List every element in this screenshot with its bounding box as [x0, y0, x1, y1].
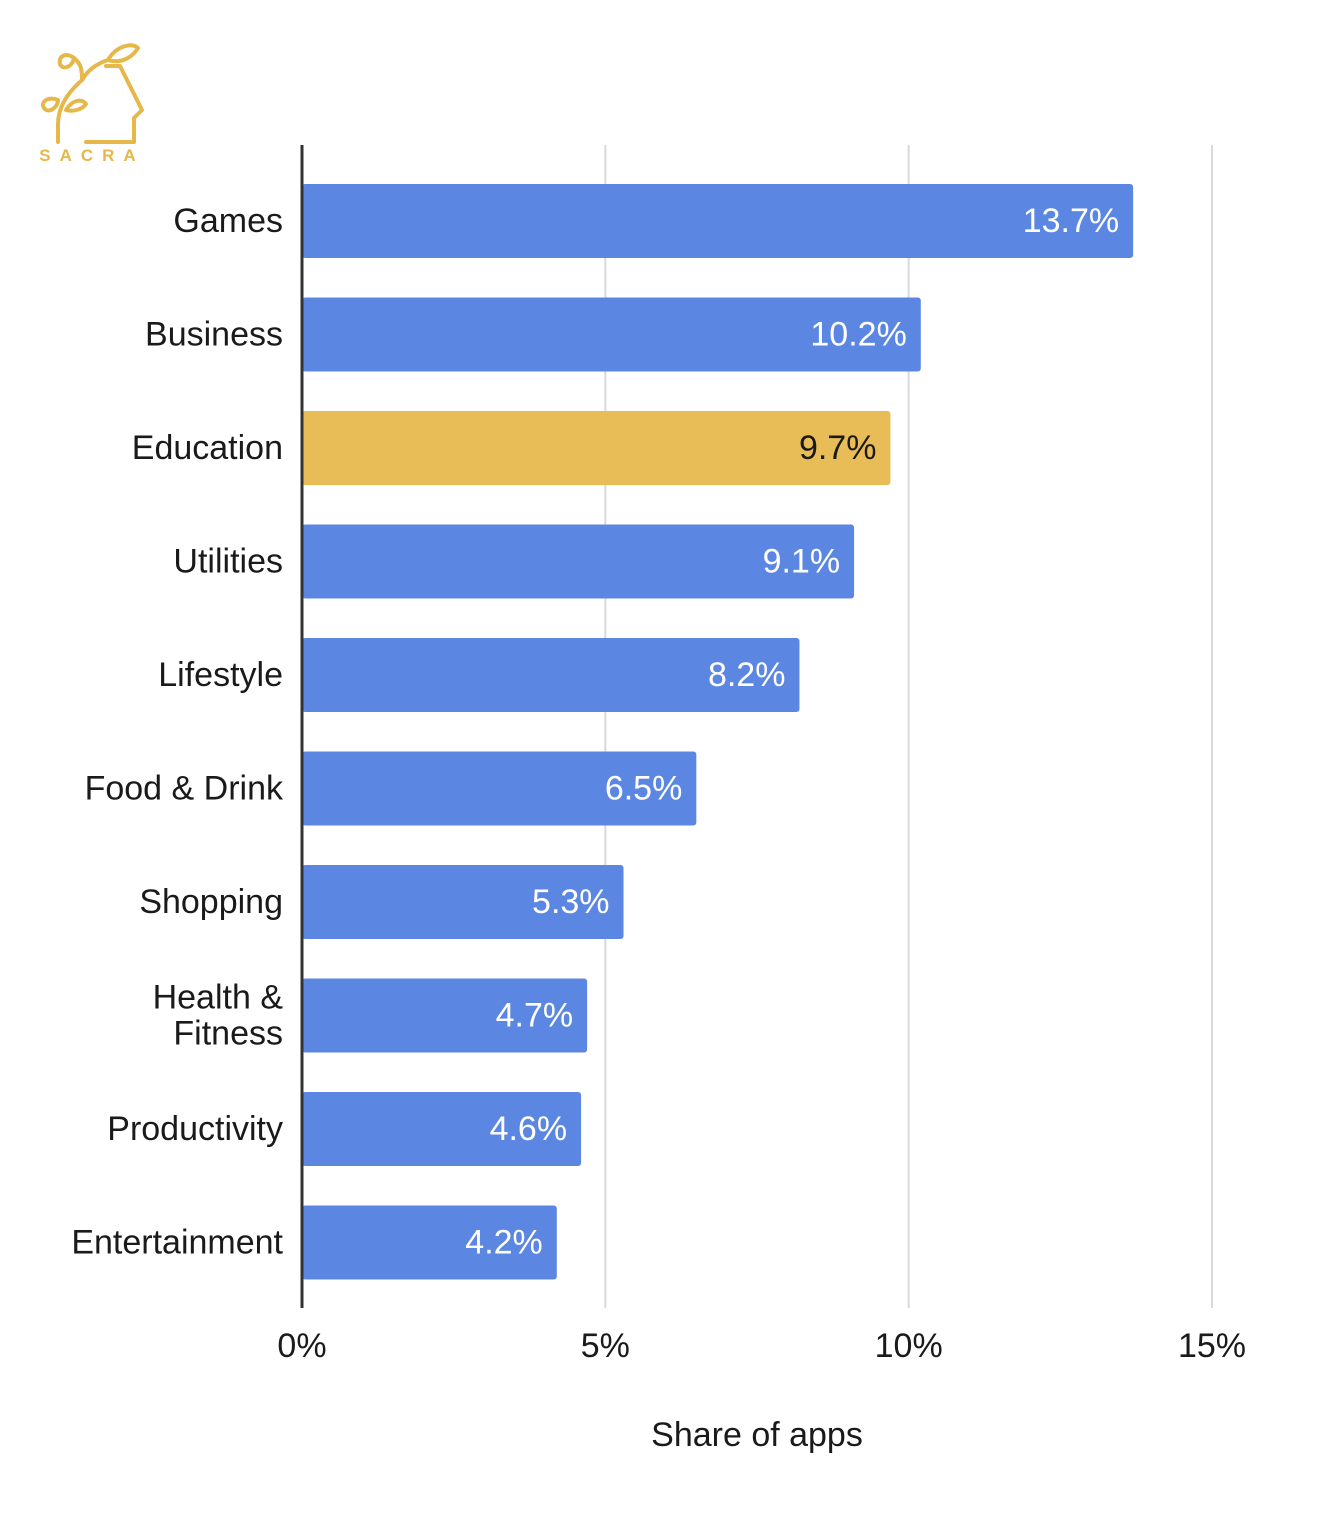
category-label: Fitness: [173, 1015, 283, 1053]
x-tick-label: 15%: [1178, 1327, 1246, 1365]
sacra-logo: [41, 43, 144, 144]
data-label: 4.2%: [465, 1224, 543, 1262]
category-label: Food & Drink: [85, 770, 284, 808]
x-tick-label: 10%: [875, 1327, 943, 1365]
category-label: Lifestyle: [158, 656, 283, 694]
data-label: 9.7%: [799, 429, 877, 467]
category-label: Shopping: [139, 883, 283, 921]
data-label: 10.2%: [810, 316, 906, 354]
x-tick-label: 5%: [581, 1327, 630, 1365]
bar: [302, 751, 697, 826]
category-label: Games: [173, 202, 283, 240]
bar: [302, 978, 588, 1053]
category-label: Health &: [153, 979, 284, 1017]
category-labels: Games Business Education Utilities Lifestyle…: [71, 202, 284, 1262]
bar: [302, 184, 1134, 258]
category-label: Entertainment: [71, 1224, 283, 1262]
data-label: 13.7%: [1023, 202, 1119, 240]
data-labels: 13.7% 10.2% 9.7% 9.1% 8.2% 6.5% 5.3% 4.7% 4.6% 4.…: [465, 202, 1119, 1262]
bars: [302, 184, 1134, 1280]
bar: [302, 638, 800, 712]
data-label: 5.3%: [532, 883, 610, 921]
category-label: Utilities: [173, 543, 283, 581]
bar: [302, 865, 624, 939]
brand-name: SACRA: [39, 146, 145, 165]
data-label: 6.5%: [605, 770, 683, 808]
bar: [302, 524, 855, 599]
x-tick-label: 0%: [277, 1327, 326, 1365]
data-label: 9.1%: [763, 543, 841, 581]
bar: [302, 1205, 557, 1280]
category-label: Education: [132, 429, 283, 467]
data-label: 4.6%: [490, 1110, 568, 1148]
data-label: 8.2%: [708, 656, 786, 694]
x-tick-labels: 0% 5% 10% 15%: [277, 1327, 1246, 1365]
category-label: Productivity: [107, 1110, 283, 1148]
bar: [302, 1092, 582, 1166]
x-axis-label: Share of apps: [651, 1416, 863, 1454]
data-label: 4.7%: [496, 997, 574, 1035]
bar: [302, 297, 921, 372]
category-label: Business: [145, 316, 283, 354]
bar: [302, 411, 891, 485]
